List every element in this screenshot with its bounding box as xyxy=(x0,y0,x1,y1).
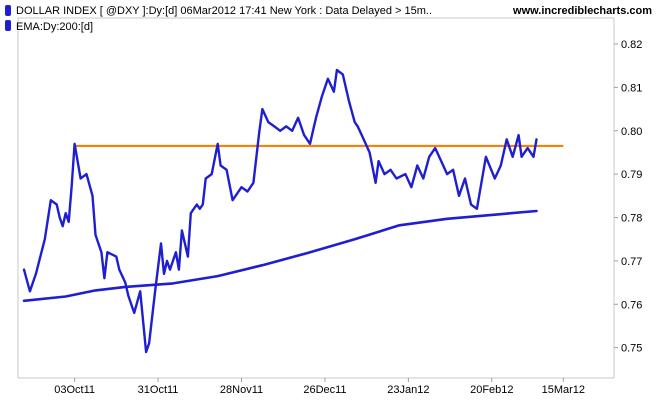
x-tick-label: 15Mar12 xyxy=(542,384,585,396)
y-tick-label: 0.76 xyxy=(621,299,642,311)
y-tick-label: 0.77 xyxy=(621,256,642,268)
y-tick-label: 0.79 xyxy=(621,169,642,181)
x-tick-label: 23Jan12 xyxy=(387,384,429,396)
x-tick-label: 20Feb12 xyxy=(470,384,513,396)
x-tick-label: 31Oct11 xyxy=(138,384,179,396)
legend-price-label: DOLLAR INDEX [ @DXY ]:Dy:[d] 06Mar2012 1… xyxy=(16,5,432,17)
price-line xyxy=(22,68,538,354)
x-tick-label: 28Nov11 xyxy=(220,384,263,396)
legend-swatch-price xyxy=(5,5,11,16)
plot-area xyxy=(17,17,615,379)
y-axis: 0.75 0.76 0.77 0.78 0.79 0.80 0.81 0.82 xyxy=(614,39,642,355)
legend-ema-label: EMA:Dy:200:[d] xyxy=(16,21,93,33)
site-label: www.incrediblecharts.com xyxy=(512,5,652,17)
y-tick-label: 0.75 xyxy=(621,343,642,355)
x-tick-label: 03Oct11 xyxy=(54,384,95,396)
y-tick-label: 0.78 xyxy=(621,213,642,225)
legend-swatch-ema xyxy=(5,20,11,31)
series-layer xyxy=(22,68,538,354)
y-tick-label: 0.82 xyxy=(621,39,642,51)
x-axis: 03Oct11 31Oct11 28Nov11 26Dec11 23Jan12 20Feb… xyxy=(54,378,585,396)
y-tick-label: 0.81 xyxy=(621,82,642,94)
legend: DOLLAR INDEX [ @DXY ]:Dy:[d] 06Mar2012 1… xyxy=(5,5,432,33)
ema-line xyxy=(22,209,538,303)
x-tick-label: 26Dec11 xyxy=(303,384,346,396)
y-tick-label: 0.80 xyxy=(621,126,642,138)
